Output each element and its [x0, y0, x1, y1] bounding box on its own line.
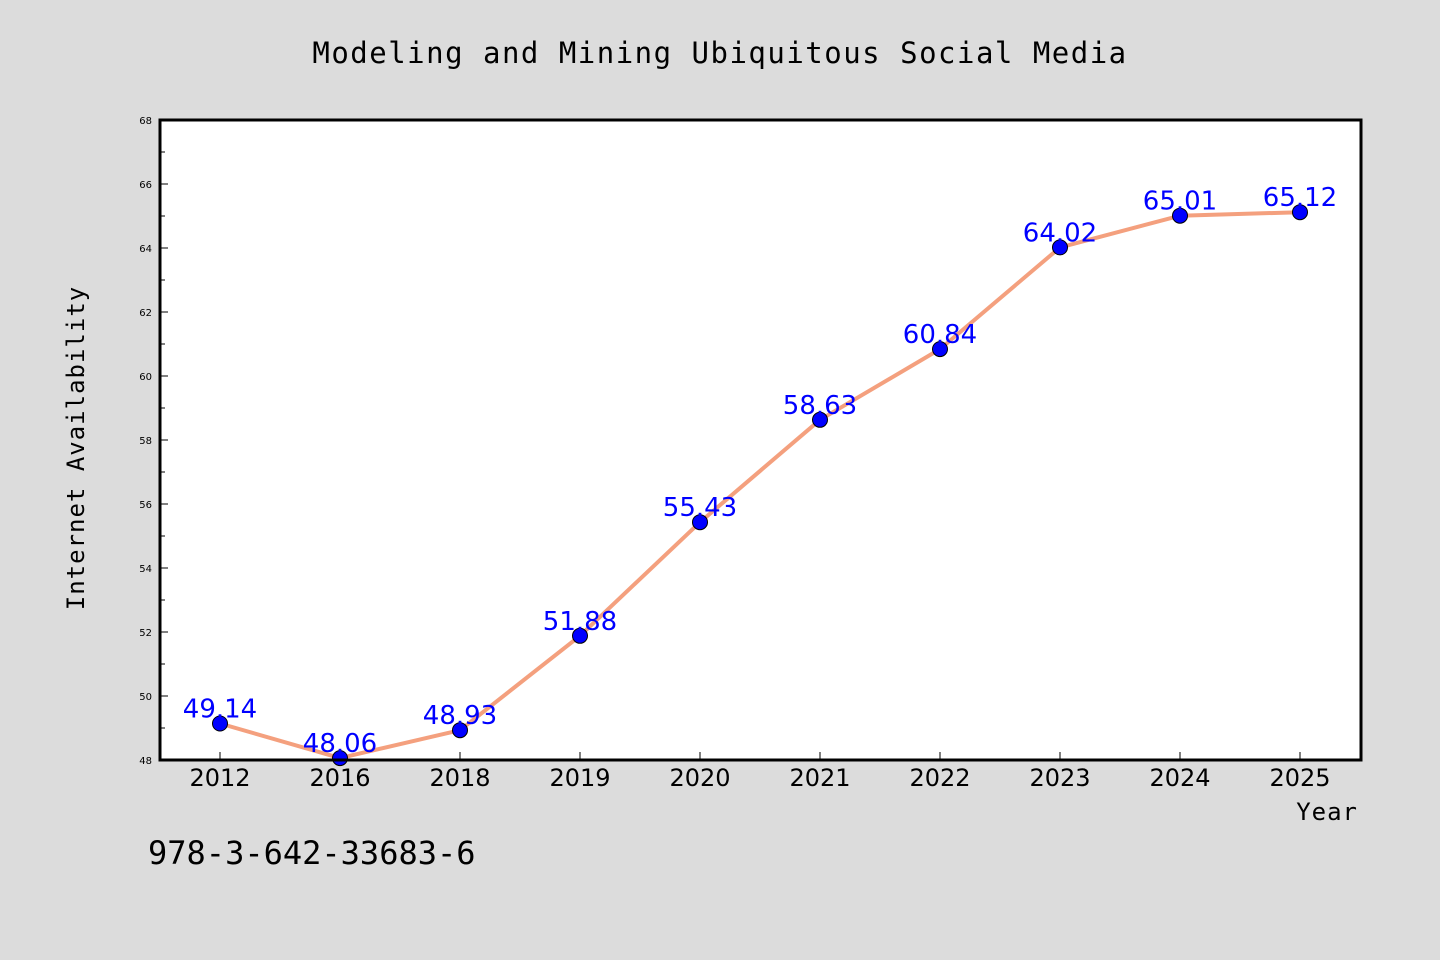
x-tick-label: 2023: [1029, 764, 1090, 792]
y-tick-label: 62: [139, 308, 152, 319]
y-tick-label: 64: [139, 244, 152, 255]
y-tick-label: 60: [139, 372, 152, 383]
data-point-marker: [1292, 204, 1308, 221]
plot-area: [160, 120, 1361, 760]
plot-frame: [158, 118, 1363, 762]
data-point-marker: [1052, 239, 1068, 256]
x-tick-label: 2020: [669, 764, 730, 792]
data-point-marker: [1172, 207, 1188, 224]
data-labels: 49.14 48.06 48.93 51.88 55.43 58.63 60.84 64.02…: [183, 183, 1337, 759]
data-label: 51.88: [543, 607, 617, 637]
data-label: 60.84: [903, 320, 977, 350]
series-line: [218, 210, 1302, 761]
data-label: 55.43: [663, 493, 737, 523]
data-point-marker: [572, 627, 588, 644]
data-label: 49.14: [183, 695, 257, 725]
y-tick-label: 56: [139, 500, 152, 511]
x-tick-label: 2024: [1149, 764, 1210, 792]
x-tick-label: 2019: [549, 764, 610, 792]
data-point-marker: [212, 715, 228, 732]
data-label: 58.63: [783, 391, 857, 421]
data-markers: [212, 204, 1308, 767]
chart-title: Modeling and Mining Ubiquitous Social Me…: [312, 36, 1127, 70]
y-tick-label: 58: [139, 436, 152, 447]
data-point-marker: [332, 750, 348, 767]
x-tick-label: 2012: [189, 764, 250, 792]
y-tick-label: 50: [139, 692, 152, 703]
data-point-marker: [932, 341, 948, 358]
y-tick-label: 54: [139, 564, 152, 575]
y-tick-label: 52: [139, 628, 152, 639]
data-label: 48.93: [423, 701, 497, 731]
x-tick-label: 2025: [1269, 764, 1330, 792]
x-tick-label: 2018: [429, 764, 490, 792]
x-tick-label: 2022: [909, 764, 970, 792]
y-tick-label: 48: [139, 756, 152, 767]
y-tick-label: 68: [139, 116, 152, 127]
y-axis-label: Internet Availability: [62, 286, 90, 610]
x-tick-label: 2021: [789, 764, 850, 792]
data-label: 48.06: [303, 729, 377, 759]
data-label: 64.02: [1023, 218, 1097, 248]
y-tick-label: 66: [139, 180, 152, 191]
data-point-marker: [452, 722, 468, 739]
isbn-text: 978-3-642-33683-6: [148, 834, 476, 872]
x-axis-label: Year: [1296, 798, 1358, 826]
data-point-marker: [692, 514, 708, 531]
data-point-marker: [812, 411, 828, 428]
data-label: 65.01: [1143, 187, 1217, 217]
data-label: 65.12: [1263, 183, 1337, 213]
x-tick-label: 2016: [309, 764, 370, 792]
x-axis-ticks: 2012 2016 2018 2019 2020 2021 2022 2023 2024 2025: [189, 752, 1331, 792]
